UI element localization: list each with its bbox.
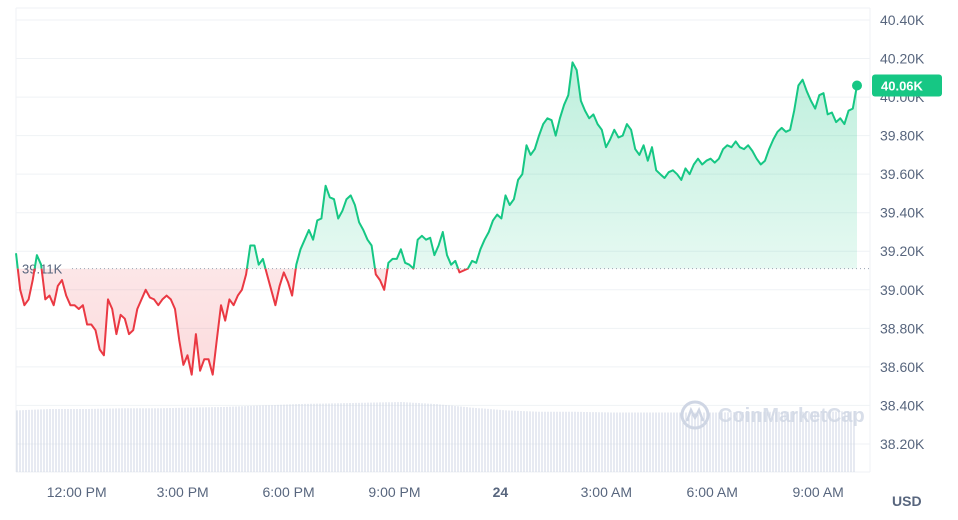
y-axis: 40.40K40.20K40.00K39.80K39.60K39.40K39.2…: [880, 12, 925, 452]
y-tick-label: 40.20K: [880, 51, 925, 67]
y-tick-label: 39.60K: [880, 166, 925, 182]
currency-label: USD: [892, 493, 922, 509]
x-tick-label: 3:00 PM: [157, 484, 209, 500]
x-tick-label: 12:00 PM: [47, 484, 107, 500]
watermark-logo-icon: [680, 400, 710, 430]
current-price-badge: 40.06K: [872, 74, 942, 97]
x-axis: 12:00 PM 3:00 PM 6:00 PM 9:00 PM 24 3:00 AM 6:…: [47, 484, 844, 500]
y-tick-label: 38.60K: [880, 359, 925, 375]
y-tick-label: 39.20K: [880, 243, 925, 259]
current-price-label: 40.06K: [881, 79, 924, 94]
y-tick-label: 38.20K: [880, 436, 925, 452]
x-tick-label: 3:00 AM: [581, 484, 632, 500]
price-line-up: [15, 61, 858, 269]
badge-background: [872, 74, 942, 97]
area-fill-below-baseline: [17, 268, 468, 375]
x-tick-label: 6:00 PM: [262, 484, 314, 500]
x-tick-label: 24: [493, 484, 509, 500]
y-tick-label: 39.00K: [880, 282, 925, 298]
area-fill-above-baseline: [16, 62, 857, 269]
y-tick-label: 39.80K: [880, 128, 925, 144]
watermark: CoinMarketCap: [718, 405, 865, 427]
x-tick-label: 9:00 PM: [368, 484, 420, 500]
y-tick-label: 39.40K: [880, 205, 925, 221]
x-tick-label: 6:00 AM: [687, 484, 738, 500]
price-line-down: [16, 268, 470, 376]
x-tick-label: 9:00 AM: [792, 484, 843, 500]
y-tick-label: 38.80K: [880, 320, 925, 336]
volume-bars: [16, 402, 855, 472]
y-tick-label: 40.40K: [880, 12, 925, 28]
y-tick-label: 38.40K: [880, 397, 925, 413]
current-price-dot: [852, 80, 862, 91]
